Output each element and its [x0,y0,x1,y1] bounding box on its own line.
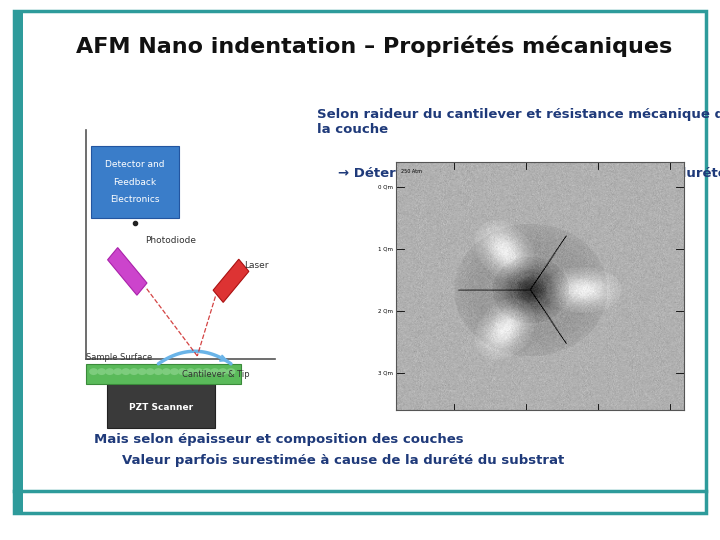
Text: 2 Qm: 2 Qm [378,308,393,314]
Text: Electronics: Electronics [110,195,160,204]
Ellipse shape [162,368,171,375]
Ellipse shape [186,368,195,375]
Text: → Détermination du module d’Young et de la durété: → Détermination du module d’Young et de … [338,167,720,180]
Polygon shape [213,259,249,302]
Bar [86,364,241,384]
Ellipse shape [178,368,187,375]
Bar [14,11,23,513]
Polygon shape [107,248,147,295]
Text: PZT Scanner: PZT Scanner [129,403,193,412]
Text: AFM Nano indentation – Propriétés mécaniques: AFM Nano indentation – Propriétés mécani… [76,35,672,57]
Ellipse shape [202,368,211,375]
Text: Sample Surface: Sample Surface [86,353,152,362]
Ellipse shape [194,368,203,375]
Text: Valeur parfois surestimée à cause de la durété du substrat: Valeur parfois surestimée à cause de la … [122,454,564,467]
Ellipse shape [89,368,98,375]
Ellipse shape [138,368,147,375]
Text: Laser: Laser [244,261,269,269]
Text: 250 Atm: 250 Atm [401,168,422,174]
Text: Cantilever & Tip: Cantilever & Tip [181,370,249,379]
Text: Photodiode: Photodiode [145,235,197,245]
Ellipse shape [122,368,130,375]
Ellipse shape [170,368,179,375]
Text: Selon raideur du cantilever et résistance mécanique de
la couche: Selon raideur du cantilever et résistanc… [317,108,720,136]
Bar [107,384,215,428]
Text: 0 Qm: 0 Qm [378,184,393,190]
Text: 1 Qm: 1 Qm [378,246,393,252]
Text: Feedback: Feedback [114,178,157,187]
Ellipse shape [218,368,228,375]
Ellipse shape [105,368,114,375]
Ellipse shape [97,368,107,375]
Bar [91,146,179,218]
Ellipse shape [227,368,235,375]
Ellipse shape [145,368,155,375]
Ellipse shape [153,368,163,375]
Ellipse shape [210,368,220,375]
Ellipse shape [113,368,122,375]
Text: 3 Qm: 3 Qm [378,370,393,376]
Ellipse shape [130,368,138,375]
Text: Detector and: Detector and [105,160,165,170]
Text: Mais selon épaisseur et composition des couches: Mais selon épaisseur et composition des … [94,433,463,446]
